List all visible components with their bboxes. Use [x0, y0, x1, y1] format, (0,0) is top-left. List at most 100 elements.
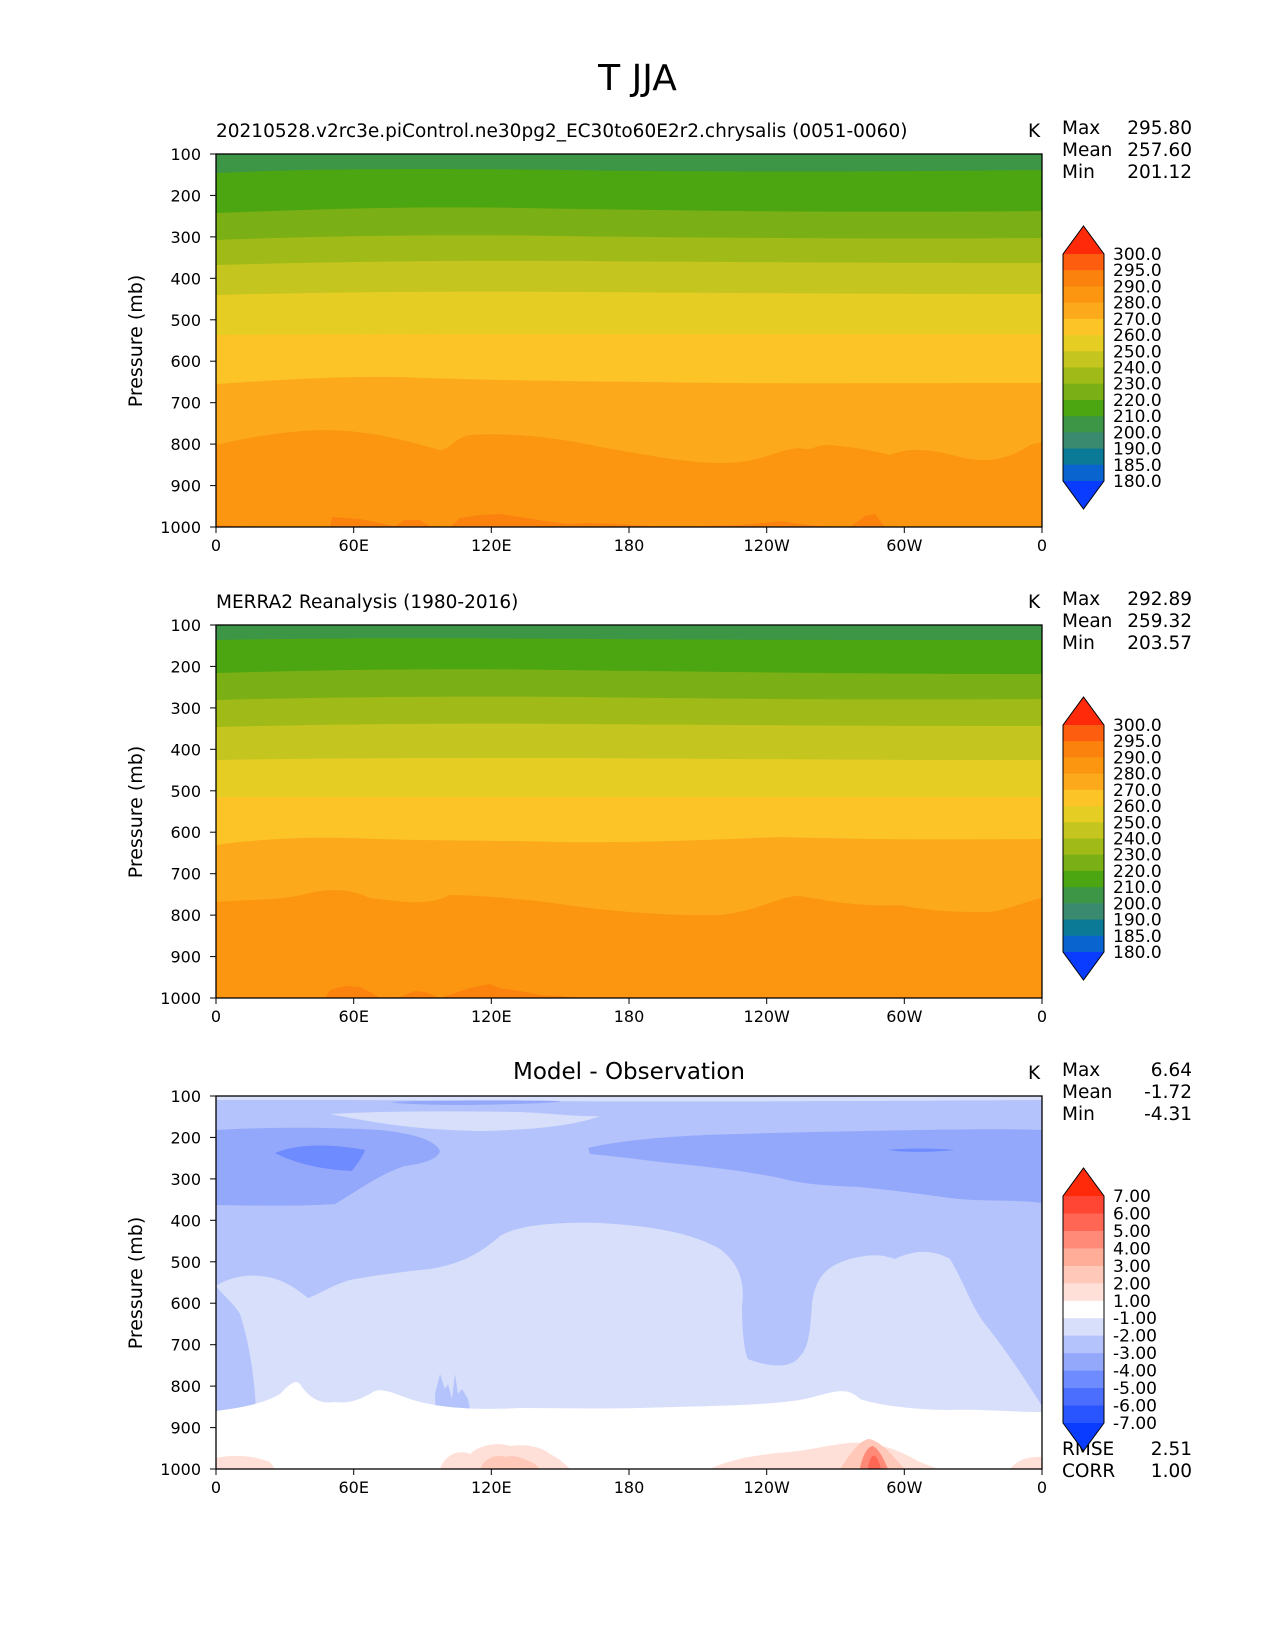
y-tick-label: 1000: [160, 518, 201, 537]
stats-box: Max 295.80 Mean 257.60 Min 201.12: [1062, 118, 1192, 184]
colorbar-block: [1063, 935, 1104, 953]
band-pos1-c: [1010, 1456, 1042, 1469]
band-neg2-leftdrip: [216, 1286, 256, 1414]
y-tick-label: 100: [170, 616, 201, 635]
panel-title: MERRA2 Reanalysis (1980-2016): [216, 592, 519, 613]
x-tick-label: 0: [211, 1478, 221, 1497]
colorbar-label: 280.0: [1113, 765, 1162, 785]
colorbar-block: [1063, 838, 1104, 856]
x-tick-label: 120E: [471, 536, 512, 555]
colorbar-block: [1063, 1283, 1104, 1302]
colorbar-label: 200.0: [1113, 423, 1162, 443]
stats-box: Max 6.64 Mean -1.72 Min -4.31: [1062, 1060, 1192, 1126]
colorbar-block: [1063, 1248, 1104, 1267]
band-295: [325, 984, 580, 998]
x-tick-label: 120E: [471, 1007, 512, 1026]
colorbar-block: [1063, 383, 1104, 401]
x-tick-label: 60E: [338, 1007, 368, 1026]
x-tick-label: 120W: [744, 1007, 791, 1026]
x-axis: 0 60E 120E 180 120W 60W 0: [211, 527, 1047, 555]
panel-diff: Model - Observation K Max 6.64 Mean -1.72 …: [0, 1054, 1275, 1524]
y-tick-label: 100: [170, 1087, 201, 1106]
colorbar-label: 250.0: [1113, 813, 1162, 833]
y-tick-label: 700: [170, 1336, 201, 1355]
y-tick-label: 600: [170, 823, 201, 842]
stat-label: Min: [1062, 162, 1095, 183]
contour-fill: [216, 1096, 1042, 1469]
colorbar-label: 300.0: [1113, 245, 1162, 265]
colorbar-label: 185.0: [1113, 456, 1162, 476]
colorbar-extend-max: [1063, 1168, 1104, 1196]
stat-value: 257.60: [1127, 140, 1192, 161]
colorbar-block: [1063, 416, 1104, 433]
x-tick-label: 60W: [886, 1007, 922, 1026]
y-tick-label: 900: [170, 477, 201, 496]
colorbar-label: 300.0: [1113, 716, 1162, 736]
y-tick-label: 800: [170, 906, 201, 925]
stat-label: Mean: [1062, 1082, 1113, 1103]
colorbar-block: [1063, 1335, 1104, 1354]
colorbar-block: [1063, 725, 1104, 742]
x-tick-label: 60E: [338, 1478, 368, 1497]
band-295: [330, 514, 885, 527]
stat-label: Mean: [1062, 140, 1113, 161]
colorbar-label: 185.0: [1113, 927, 1162, 947]
stat-value: 259.32: [1127, 611, 1192, 632]
colorbar-block: [1063, 448, 1104, 466]
panel-title: Model - Observation: [512, 1059, 746, 1085]
colorbar-label: 180.0: [1113, 472, 1162, 492]
y-axis: 100 200 300 400 500 600 700 800 900 1000: [160, 1087, 216, 1479]
y-tick-label: 700: [170, 865, 201, 884]
stat-value: 203.57: [1127, 633, 1192, 654]
y-tick-label: 400: [170, 740, 201, 759]
contour-fill: [216, 625, 1042, 998]
x-tick-label: 120E: [471, 1478, 512, 1497]
colorbar-block: [1063, 1196, 1104, 1214]
colorbar-block: [1063, 270, 1104, 287]
colorbar-block: [1063, 1318, 1104, 1337]
x-tick-label: 60W: [886, 536, 922, 555]
colorbar-label: 230.0: [1113, 846, 1162, 866]
y-tick-label: 100: [170, 145, 201, 164]
colorbar-block: [1063, 757, 1104, 775]
colorbar-block: [1063, 806, 1104, 823]
x-tick-label: 180: [614, 1007, 645, 1026]
y-tick-label: 500: [170, 782, 201, 801]
colorbar-block: [1063, 399, 1104, 417]
colorbar-label: 6.00: [1113, 1204, 1151, 1224]
colorbar-block: [1063, 919, 1104, 937]
y-tick-label: 900: [170, 948, 201, 967]
colorbar-label: 250.0: [1113, 342, 1162, 362]
rmse-corr-box: RMSE 2.51 CORR 1.00: [1062, 1439, 1192, 1483]
colorbar-block: [1063, 1370, 1104, 1389]
band-neg4-right: [888, 1148, 955, 1152]
colorbar-block: [1063, 1230, 1104, 1249]
x-axis: 0 60E 120E 180 120W 60W 0: [211, 998, 1047, 1026]
colorbar-label: 270.0: [1113, 310, 1162, 330]
colorbar-label: 7.00: [1113, 1187, 1151, 1207]
colorbar-block: [1063, 335, 1104, 352]
colorbar-block: [1063, 464, 1104, 482]
y-tick-label: 200: [170, 186, 201, 205]
colorbar-label: -2.00: [1113, 1327, 1157, 1347]
stat-value: -1.72: [1144, 1082, 1192, 1103]
y-axis: 100 200 300 400 500 600 700 800 900 1000: [160, 616, 216, 1008]
stat-label: RMSE: [1062, 1439, 1115, 1460]
panel-model: 20210528.v2rc3e.piControl.ne30pg2_EC30to…: [0, 112, 1275, 582]
band-neg4-left: [275, 1145, 365, 1171]
colorbar-block: [1063, 318, 1104, 336]
colorbar-block: [1063, 854, 1104, 872]
y-axis: 100 200 300 400 500 600 700 800 900 1000: [160, 145, 216, 537]
chart-svg: 100 200 300 400 500 600 700 800 900 1000…: [160, 616, 1162, 1026]
x-axis: 0 60E 120E 180 120W 60W 0: [211, 1469, 1047, 1497]
band-290: [216, 890, 1042, 998]
colorbar-label: 1.00: [1113, 1292, 1151, 1312]
panel-title: 20210528.v2rc3e.piControl.ne30pg2_EC30to…: [216, 121, 908, 142]
stat-label: Max: [1062, 589, 1101, 610]
y-tick-label: 900: [170, 1419, 201, 1438]
colorbar-label: -5.00: [1113, 1379, 1157, 1399]
colorbar-label: -4.00: [1113, 1362, 1157, 1382]
colorbar-outline: [1062, 696, 1105, 981]
colorbar-label: 260.0: [1113, 797, 1162, 817]
colorbar-label: 290.0: [1113, 748, 1162, 768]
